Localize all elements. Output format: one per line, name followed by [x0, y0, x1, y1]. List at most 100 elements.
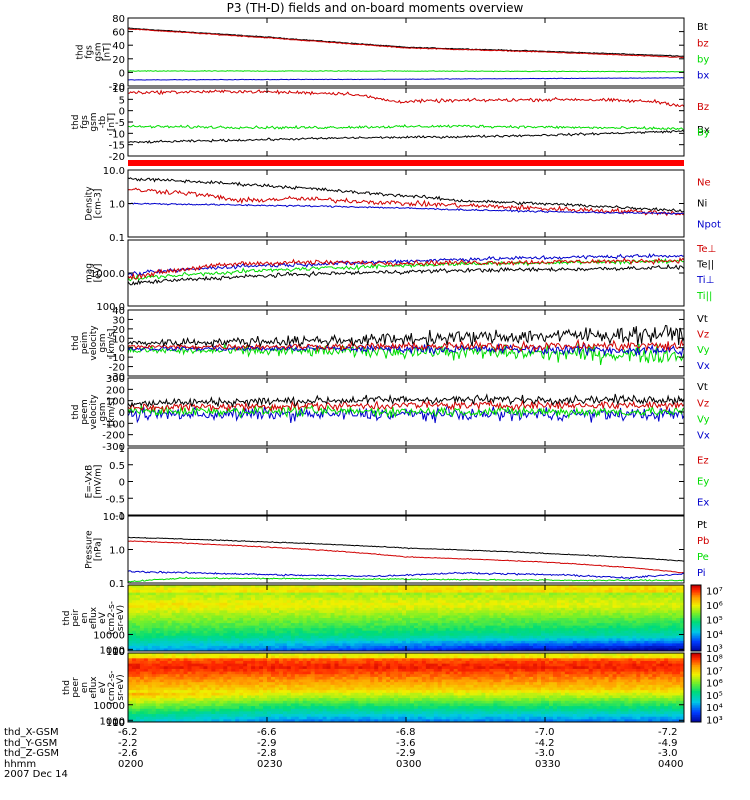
heat-cell — [461, 612, 466, 616]
heat-cell — [437, 638, 443, 642]
heat-cell — [223, 653, 228, 657]
heat-cell — [231, 590, 236, 594]
heat-cell — [366, 615, 371, 619]
heat-cell — [517, 585, 522, 588]
heat-cell — [251, 690, 256, 694]
heat-cell — [529, 615, 534, 619]
heat-cell — [187, 602, 192, 606]
heat-cell — [151, 690, 157, 694]
heat-cell — [457, 600, 462, 604]
heat-cell — [155, 625, 161, 629]
heat-cell — [231, 719, 236, 723]
heat-cell — [203, 719, 208, 723]
heat-cell — [270, 638, 276, 642]
heat-cell — [437, 633, 443, 637]
heat-cell — [211, 620, 216, 624]
heat-cell — [513, 635, 518, 639]
colorbar-label-ion_eflux-0: 10³ — [706, 644, 723, 655]
heat-cell — [306, 630, 312, 634]
heat-cell — [183, 620, 188, 624]
heat-cell — [215, 719, 220, 723]
heat-cell — [624, 625, 629, 629]
heat-cell — [195, 635, 200, 639]
heat-cell — [231, 706, 236, 710]
heat-cell — [346, 645, 351, 649]
heat-cell — [612, 628, 617, 632]
heat-cell — [652, 615, 657, 619]
heat-cell — [362, 602, 367, 606]
heat-cell — [580, 648, 586, 652]
heat-cell — [640, 595, 645, 599]
heat-cell — [326, 595, 331, 599]
heat-cell — [560, 615, 566, 619]
heat-cell — [326, 610, 331, 614]
heat-cell — [545, 625, 550, 629]
heat-cell — [322, 635, 327, 639]
heat-cell — [215, 600, 220, 604]
heat-cell — [576, 605, 582, 609]
heat-cell — [521, 610, 526, 614]
heat-cell — [350, 585, 355, 588]
heat-cell — [362, 612, 367, 616]
heat-cell — [374, 620, 379, 624]
heat-cell — [648, 648, 653, 652]
heat-cell — [203, 620, 208, 624]
heat-cell — [191, 620, 196, 624]
heat-cell — [290, 585, 296, 588]
heat-cell — [664, 628, 669, 632]
heat-cell — [322, 633, 327, 637]
heat-cell — [477, 615, 482, 619]
heat-cell — [366, 645, 371, 649]
heat-cell — [143, 643, 149, 647]
heat-cell — [592, 640, 598, 644]
heat-cell — [493, 638, 498, 642]
heat-cell — [322, 612, 327, 616]
heat-cell — [278, 700, 284, 704]
heat-cell — [267, 658, 272, 662]
heat-cell — [235, 706, 240, 710]
heat-cell — [207, 668, 212, 672]
heat-cell — [139, 692, 145, 696]
heat-cell — [179, 695, 184, 699]
heat-cell — [314, 623, 320, 627]
heat-cell — [477, 648, 482, 652]
heat-cell — [668, 643, 673, 647]
heat-cell — [267, 666, 272, 670]
heat-cell — [247, 607, 252, 611]
heat-cell — [231, 671, 236, 675]
heat-cell — [171, 592, 177, 596]
heat-cell — [600, 587, 605, 591]
heat-cell — [668, 585, 673, 588]
heat-cell — [163, 597, 169, 601]
heat-cell — [183, 660, 188, 665]
heat-cell — [481, 605, 486, 609]
heat-cell — [143, 587, 149, 591]
heat-cell — [199, 587, 204, 591]
heat-cell — [497, 618, 502, 621]
heat-cell — [505, 618, 510, 621]
heat-cell — [151, 706, 157, 710]
heat-cell — [505, 620, 510, 624]
legend-fgs_gsm-3: bx — [697, 71, 709, 82]
heat-cell — [183, 708, 188, 712]
heat-cell — [243, 695, 248, 699]
heat-cell — [195, 645, 200, 649]
heat-cell — [270, 695, 276, 699]
heat-cell — [286, 690, 292, 694]
heat-cell — [310, 602, 316, 606]
heat-cell — [131, 655, 137, 659]
heat-cell — [231, 692, 236, 696]
heat-cell — [199, 607, 204, 611]
heat-cell — [493, 595, 498, 599]
legend-temperature-2: Ti⊥ — [696, 275, 714, 286]
heat-cell — [163, 633, 169, 637]
heat-cell — [278, 605, 284, 609]
heat-cell — [461, 620, 466, 624]
heat-cell — [680, 597, 685, 601]
heat-cell — [608, 645, 613, 649]
heat-cell — [453, 600, 459, 604]
heat-cell — [179, 674, 184, 678]
heat-cell — [259, 655, 264, 659]
heat-cell — [282, 658, 288, 662]
